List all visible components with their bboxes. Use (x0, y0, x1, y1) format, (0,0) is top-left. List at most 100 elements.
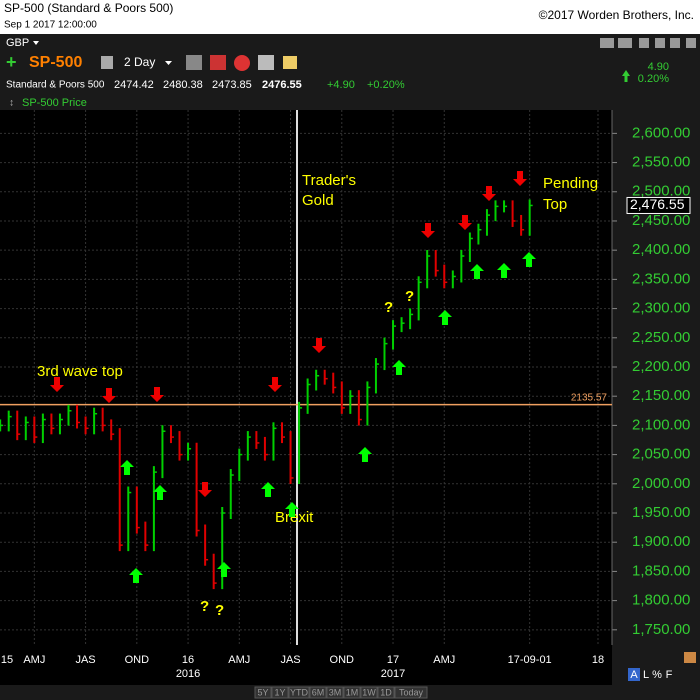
y-tick-label: 2,300.00 (632, 300, 690, 317)
down-arrow (482, 186, 496, 201)
annotation: Top (543, 196, 567, 213)
range-button[interactable] (394, 686, 428, 699)
datetime: Sep 1 2017 12:00:00 (4, 20, 97, 31)
high: 2480.38 (163, 79, 203, 91)
range-button[interactable] (271, 686, 289, 699)
edit-icon[interactable] (684, 652, 696, 663)
annotation: ? (405, 288, 414, 305)
y-tick-label: 1,750.00 (632, 621, 690, 638)
range-button[interactable] (254, 686, 272, 699)
range-button-label[interactable]: 1Y (274, 687, 285, 697)
y-tick-label: 2,600.00 (632, 124, 690, 141)
range-button[interactable] (288, 686, 310, 699)
y-tick-label: 2,250.00 (632, 329, 690, 346)
calc-icon[interactable] (258, 55, 274, 70)
up-arrow (497, 263, 511, 278)
window-button[interactable] (639, 38, 649, 48)
x-tick-label: OND (330, 654, 355, 666)
legend-entry[interactable]: SP-500 Price (22, 97, 87, 109)
corner-button[interactable]: % (652, 669, 662, 681)
x-tick-label: 15 (1, 654, 13, 666)
list-icon[interactable] (101, 56, 113, 69)
annotation: ? (200, 598, 209, 615)
up-arrow (438, 310, 452, 325)
last-price-box (626, 196, 691, 214)
down-arrow (102, 388, 116, 403)
corner-button[interactable]: A (630, 669, 638, 681)
annotation: 3rd wave top (37, 363, 123, 380)
dropdown-icon[interactable] (33, 41, 39, 45)
indicator-icon[interactable] (210, 55, 226, 70)
range-button-label[interactable]: Today (399, 687, 424, 697)
y-tick-label: 2,450.00 (632, 212, 690, 229)
window-button[interactable] (670, 38, 680, 48)
down-arrow (50, 377, 64, 392)
up-arrow (217, 562, 231, 577)
up-arrow (470, 264, 484, 279)
open: 2474.42 (114, 79, 154, 91)
up-arrow (153, 485, 167, 500)
range-button-label[interactable]: 3M (329, 687, 342, 697)
range-button[interactable] (377, 686, 395, 699)
tools-icon[interactable] (186, 55, 202, 70)
range-button-label[interactable]: 5Y (257, 687, 268, 697)
window-button[interactable] (655, 38, 665, 48)
range-button[interactable] (309, 686, 327, 699)
y-tick-label: 2,150.00 (632, 387, 690, 404)
corner-button-bg (628, 668, 640, 681)
range-button-label[interactable]: YTD (290, 687, 309, 697)
toolbar (0, 34, 700, 110)
window-button[interactable] (686, 38, 696, 48)
last: 2476.55 (262, 79, 302, 91)
x-tick-label: JAS (280, 654, 300, 666)
range-button-label[interactable]: 1W (362, 687, 376, 697)
x-year-label: 2016 (176, 668, 200, 680)
title: SP-500 (Standard & Poors 500) (4, 1, 173, 15)
horizontal-line-label: 2135.57 (571, 392, 608, 403)
annotation: Brexit (275, 509, 314, 526)
alarm-icon[interactable] (234, 55, 250, 71)
down-arrow (513, 171, 527, 186)
y-tick-label: 1,950.00 (632, 504, 690, 521)
dropdown-icon[interactable] (165, 61, 172, 65)
symbol[interactable]: SP-500 (29, 54, 82, 71)
range-button[interactable] (343, 686, 361, 699)
down-arrow (312, 338, 326, 353)
annotation: Gold (302, 192, 334, 209)
period[interactable]: 2 Day (124, 55, 155, 69)
note-icon[interactable] (283, 56, 297, 69)
x-tick-label: AMJ (23, 654, 45, 666)
range-button-label[interactable]: 6M (312, 687, 325, 697)
down-arrow (198, 482, 212, 497)
range-button[interactable] (326, 686, 344, 699)
change-pct: +0.20% (367, 79, 405, 91)
add-icon[interactable]: + (6, 52, 17, 72)
x-tick-label: AMJ (433, 654, 455, 666)
up-arrow (261, 482, 275, 497)
corner-button[interactable]: F (666, 669, 673, 681)
up-arrow (129, 568, 143, 583)
y-tick-label: 2,200.00 (632, 358, 690, 375)
title-bar (0, 0, 700, 34)
range-button-label[interactable]: 1D (380, 687, 392, 697)
currency[interactable]: GBP (6, 37, 29, 49)
y-tick-label: 2,550.00 (632, 154, 690, 171)
x-tick-label: OND (125, 654, 150, 666)
down-arrow (458, 215, 472, 230)
legend-icon[interactable]: ↕ (9, 98, 14, 109)
x-tick-label: JAS (75, 654, 95, 666)
y-tick-label: 1,850.00 (632, 562, 690, 579)
down-arrow (150, 387, 164, 402)
low: 2473.85 (212, 79, 252, 91)
security-name: Standard & Poors 500 (6, 80, 105, 91)
y-tick-label: 2,050.00 (632, 446, 690, 463)
up-arrow (522, 252, 536, 267)
window-button[interactable] (618, 38, 632, 48)
window-button[interactable] (600, 38, 614, 48)
corner-button[interactable]: L (643, 669, 649, 681)
x-tick-label: 16 (182, 654, 194, 666)
range-button[interactable] (360, 686, 378, 699)
range-button-label[interactable]: 1M (346, 687, 359, 697)
